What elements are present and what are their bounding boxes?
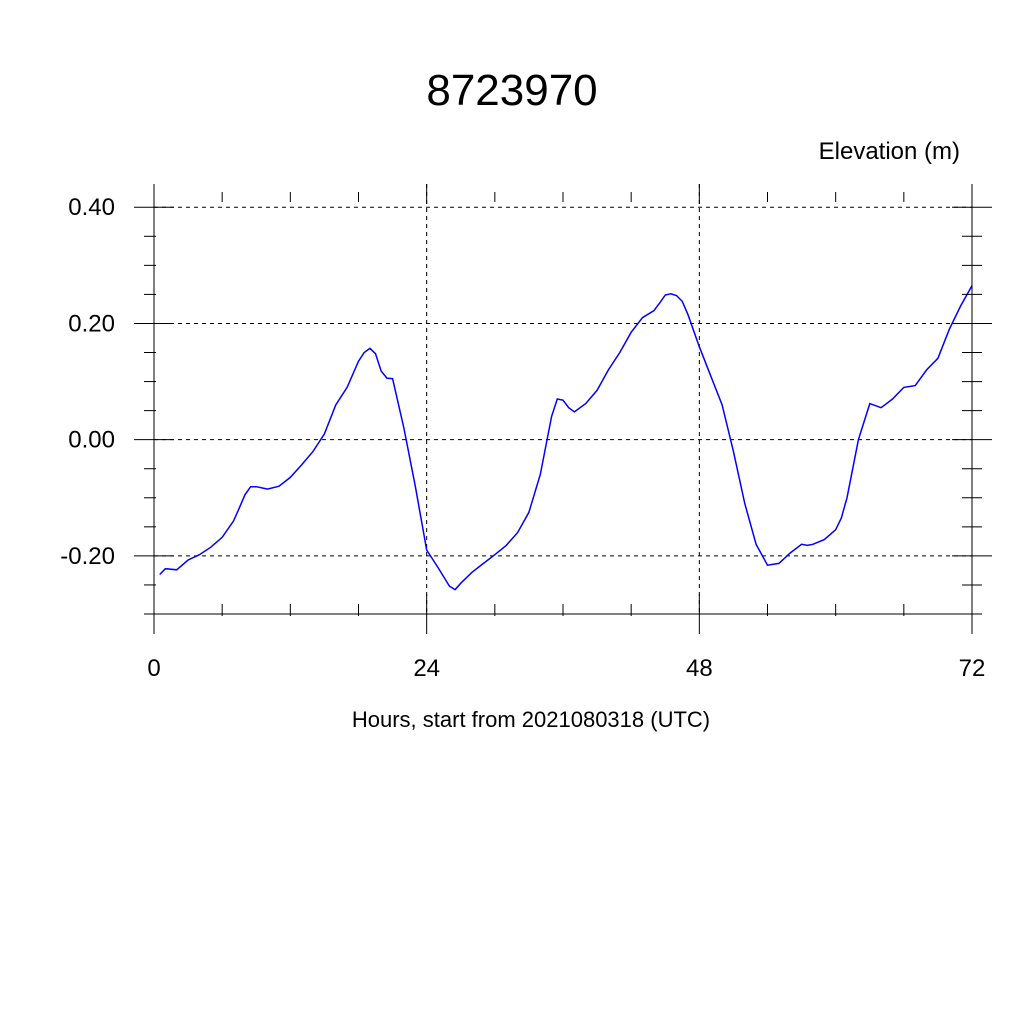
chart-title: 8723970: [426, 66, 598, 115]
y-tick-label: 0.00: [68, 427, 115, 454]
x-tick-label: 48: [686, 655, 713, 682]
y-tick-label: 0.40: [68, 194, 115, 221]
y-axis-label: Elevation (m): [818, 138, 960, 165]
x-tick-label: 72: [959, 655, 986, 682]
x-tick-label: 24: [413, 655, 440, 682]
tick-label-layer: 0 24 48 72 -0.20 0.00 0.20 0.40: [60, 194, 985, 682]
series-line: [159, 284, 972, 591]
y-tick-label: -0.20: [60, 543, 115, 570]
y-tick-label: 0.20: [68, 310, 115, 337]
axis-layer: [134, 184, 992, 634]
x-axis-label: Hours, start from 2021080318 (UTC): [351, 707, 711, 732]
grid-layer: [153, 184, 973, 614]
series-layer: [159, 284, 972, 591]
x-tick-label: 0: [147, 655, 160, 682]
